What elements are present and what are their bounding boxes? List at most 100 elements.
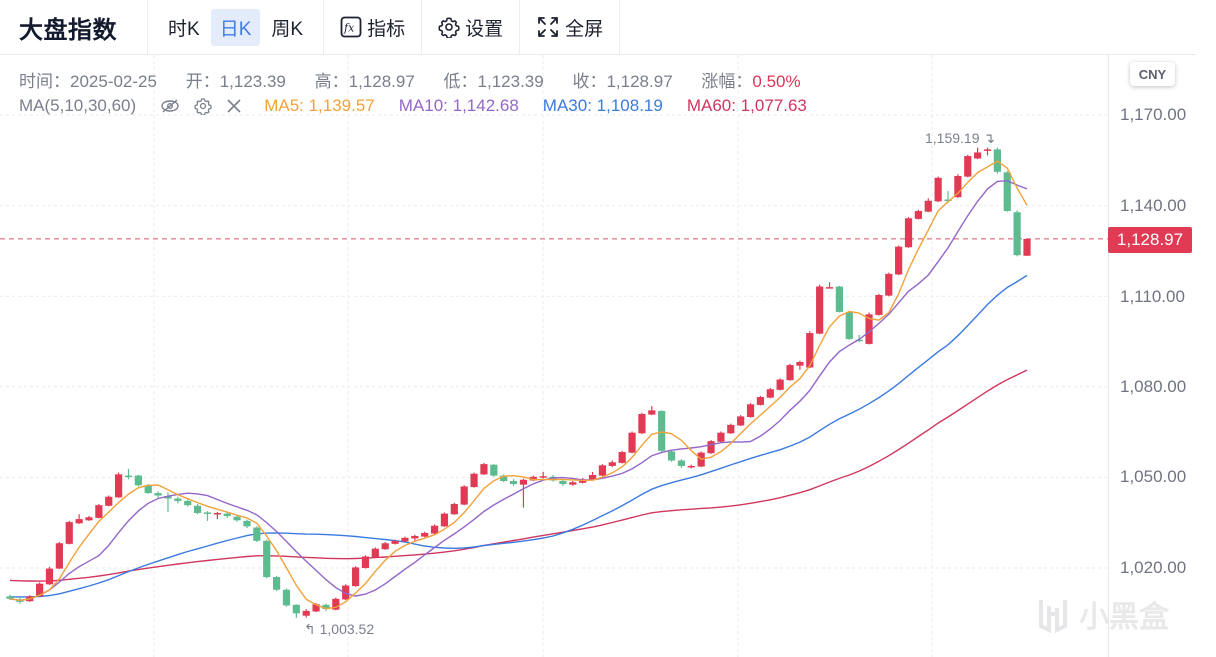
gear-icon — [438, 16, 460, 38]
candle — [411, 535, 419, 539]
fullscreen-label: 全屏 — [565, 18, 604, 40]
time-value: 2025-02-25 — [70, 72, 157, 91]
y-tick: 1,170.00 — [1120, 105, 1187, 124]
candle — [184, 500, 192, 506]
candle — [263, 540, 271, 578]
candle — [322, 604, 330, 610]
candle — [865, 314, 873, 344]
candle — [174, 498, 182, 501]
gear-icon[interactable] — [194, 97, 212, 115]
change-value: 0.50% — [752, 72, 801, 91]
period-weekly-button[interactable]: 周K — [271, 18, 304, 40]
candle — [766, 389, 774, 398]
candle — [549, 476, 557, 481]
ma5-value: MA5: 1,139.57 — [264, 96, 375, 115]
candle — [598, 465, 607, 476]
candle — [904, 218, 913, 248]
candle — [677, 460, 686, 466]
candle — [105, 496, 113, 506]
candle — [243, 520, 251, 527]
ma-line — [9, 179, 1028, 602]
candle — [816, 286, 824, 334]
last-price-tag: 1,128.97 — [1108, 227, 1192, 253]
settings-button[interactable]: 设置 — [422, 0, 521, 54]
candle — [194, 505, 202, 514]
candle — [737, 416, 745, 426]
close-value: 1,128.97 — [606, 72, 673, 91]
max-price-annotation: 1,159.19 ↴ — [925, 130, 995, 147]
candle — [944, 199, 952, 202]
ma30-value: MA30: 1,108.19 — [542, 96, 663, 115]
y-tick: 1,140.00 — [1120, 196, 1187, 215]
currency-badge[interactable]: CNY — [1130, 62, 1175, 86]
high-label: 高： — [314, 72, 349, 91]
candle — [776, 379, 784, 390]
y-tick: 1,110.00 — [1120, 287, 1185, 306]
fullscreen-button[interactable]: 全屏 — [520, 0, 621, 54]
candle — [272, 577, 281, 590]
candle — [845, 312, 853, 340]
ma-line — [9, 369, 1028, 582]
candle — [203, 512, 212, 514]
indicator-label: 指标 — [367, 18, 406, 40]
ma-legend: MA(5,10,30,60) MA5: 1,139.57 MA10: 1,142… — [19, 96, 831, 116]
arrow-up-icon: ↰ — [304, 621, 316, 637]
candle — [65, 522, 73, 544]
candle — [75, 519, 83, 524]
ma10-value: MA10: 1,142.68 — [398, 96, 519, 115]
candle — [154, 493, 162, 496]
period-switcher: 时K 日K 周K — [148, 0, 325, 54]
candle — [756, 397, 765, 405]
high-value: 1,128.97 — [348, 72, 415, 91]
candle — [6, 596, 14, 599]
min-price-annotation: ↰ 1,003.52 — [304, 621, 374, 638]
ohlc-info: 时间：2025-02-25 开：1,123.39 高：1,128.97 低：1,… — [19, 67, 825, 92]
candle — [588, 474, 597, 480]
candle — [401, 537, 409, 542]
candle — [36, 583, 44, 597]
candle — [134, 475, 142, 486]
candle — [115, 474, 123, 498]
period-daily-button[interactable]: 日K — [210, 8, 261, 46]
indicator-button[interactable]: fx 指标 — [324, 0, 423, 54]
candle — [1003, 172, 1011, 212]
candle — [529, 476, 537, 481]
period-hourly-button[interactable]: 时K — [168, 18, 200, 40]
y-tick: 1,050.00 — [1120, 467, 1187, 486]
candle — [628, 432, 636, 453]
svg-text:fx: fx — [343, 22, 355, 35]
y-tick: 1,080.00 — [1120, 377, 1187, 396]
candle — [885, 273, 893, 296]
logo-icon — [1039, 600, 1067, 634]
candle — [559, 481, 567, 485]
candle — [1023, 238, 1031, 256]
change-label: 涨幅： — [701, 72, 753, 91]
close-label: 收： — [572, 72, 607, 91]
eye-hidden-icon[interactable] — [160, 98, 180, 114]
candle — [746, 404, 755, 417]
candle — [55, 543, 63, 569]
candle — [954, 176, 962, 198]
candle — [806, 333, 814, 368]
candle — [796, 362, 804, 366]
candle — [430, 525, 439, 534]
close-icon[interactable] — [226, 98, 242, 114]
candle — [421, 532, 429, 537]
candle — [361, 556, 370, 568]
arrow-down-icon: ↴ — [983, 130, 996, 146]
candle — [85, 517, 93, 521]
candlestick-chart[interactable] — [0, 55, 1216, 657]
candle — [608, 462, 616, 466]
candle — [974, 152, 982, 159]
time-label: 时间： — [19, 72, 70, 91]
candle — [727, 424, 735, 434]
candle — [282, 589, 291, 606]
candle — [292, 604, 300, 614]
candle — [648, 410, 656, 415]
candle — [895, 246, 903, 275]
candle — [618, 452, 626, 463]
candle — [490, 464, 498, 476]
candle — [312, 604, 320, 612]
candle — [371, 548, 379, 558]
candle — [707, 441, 715, 454]
